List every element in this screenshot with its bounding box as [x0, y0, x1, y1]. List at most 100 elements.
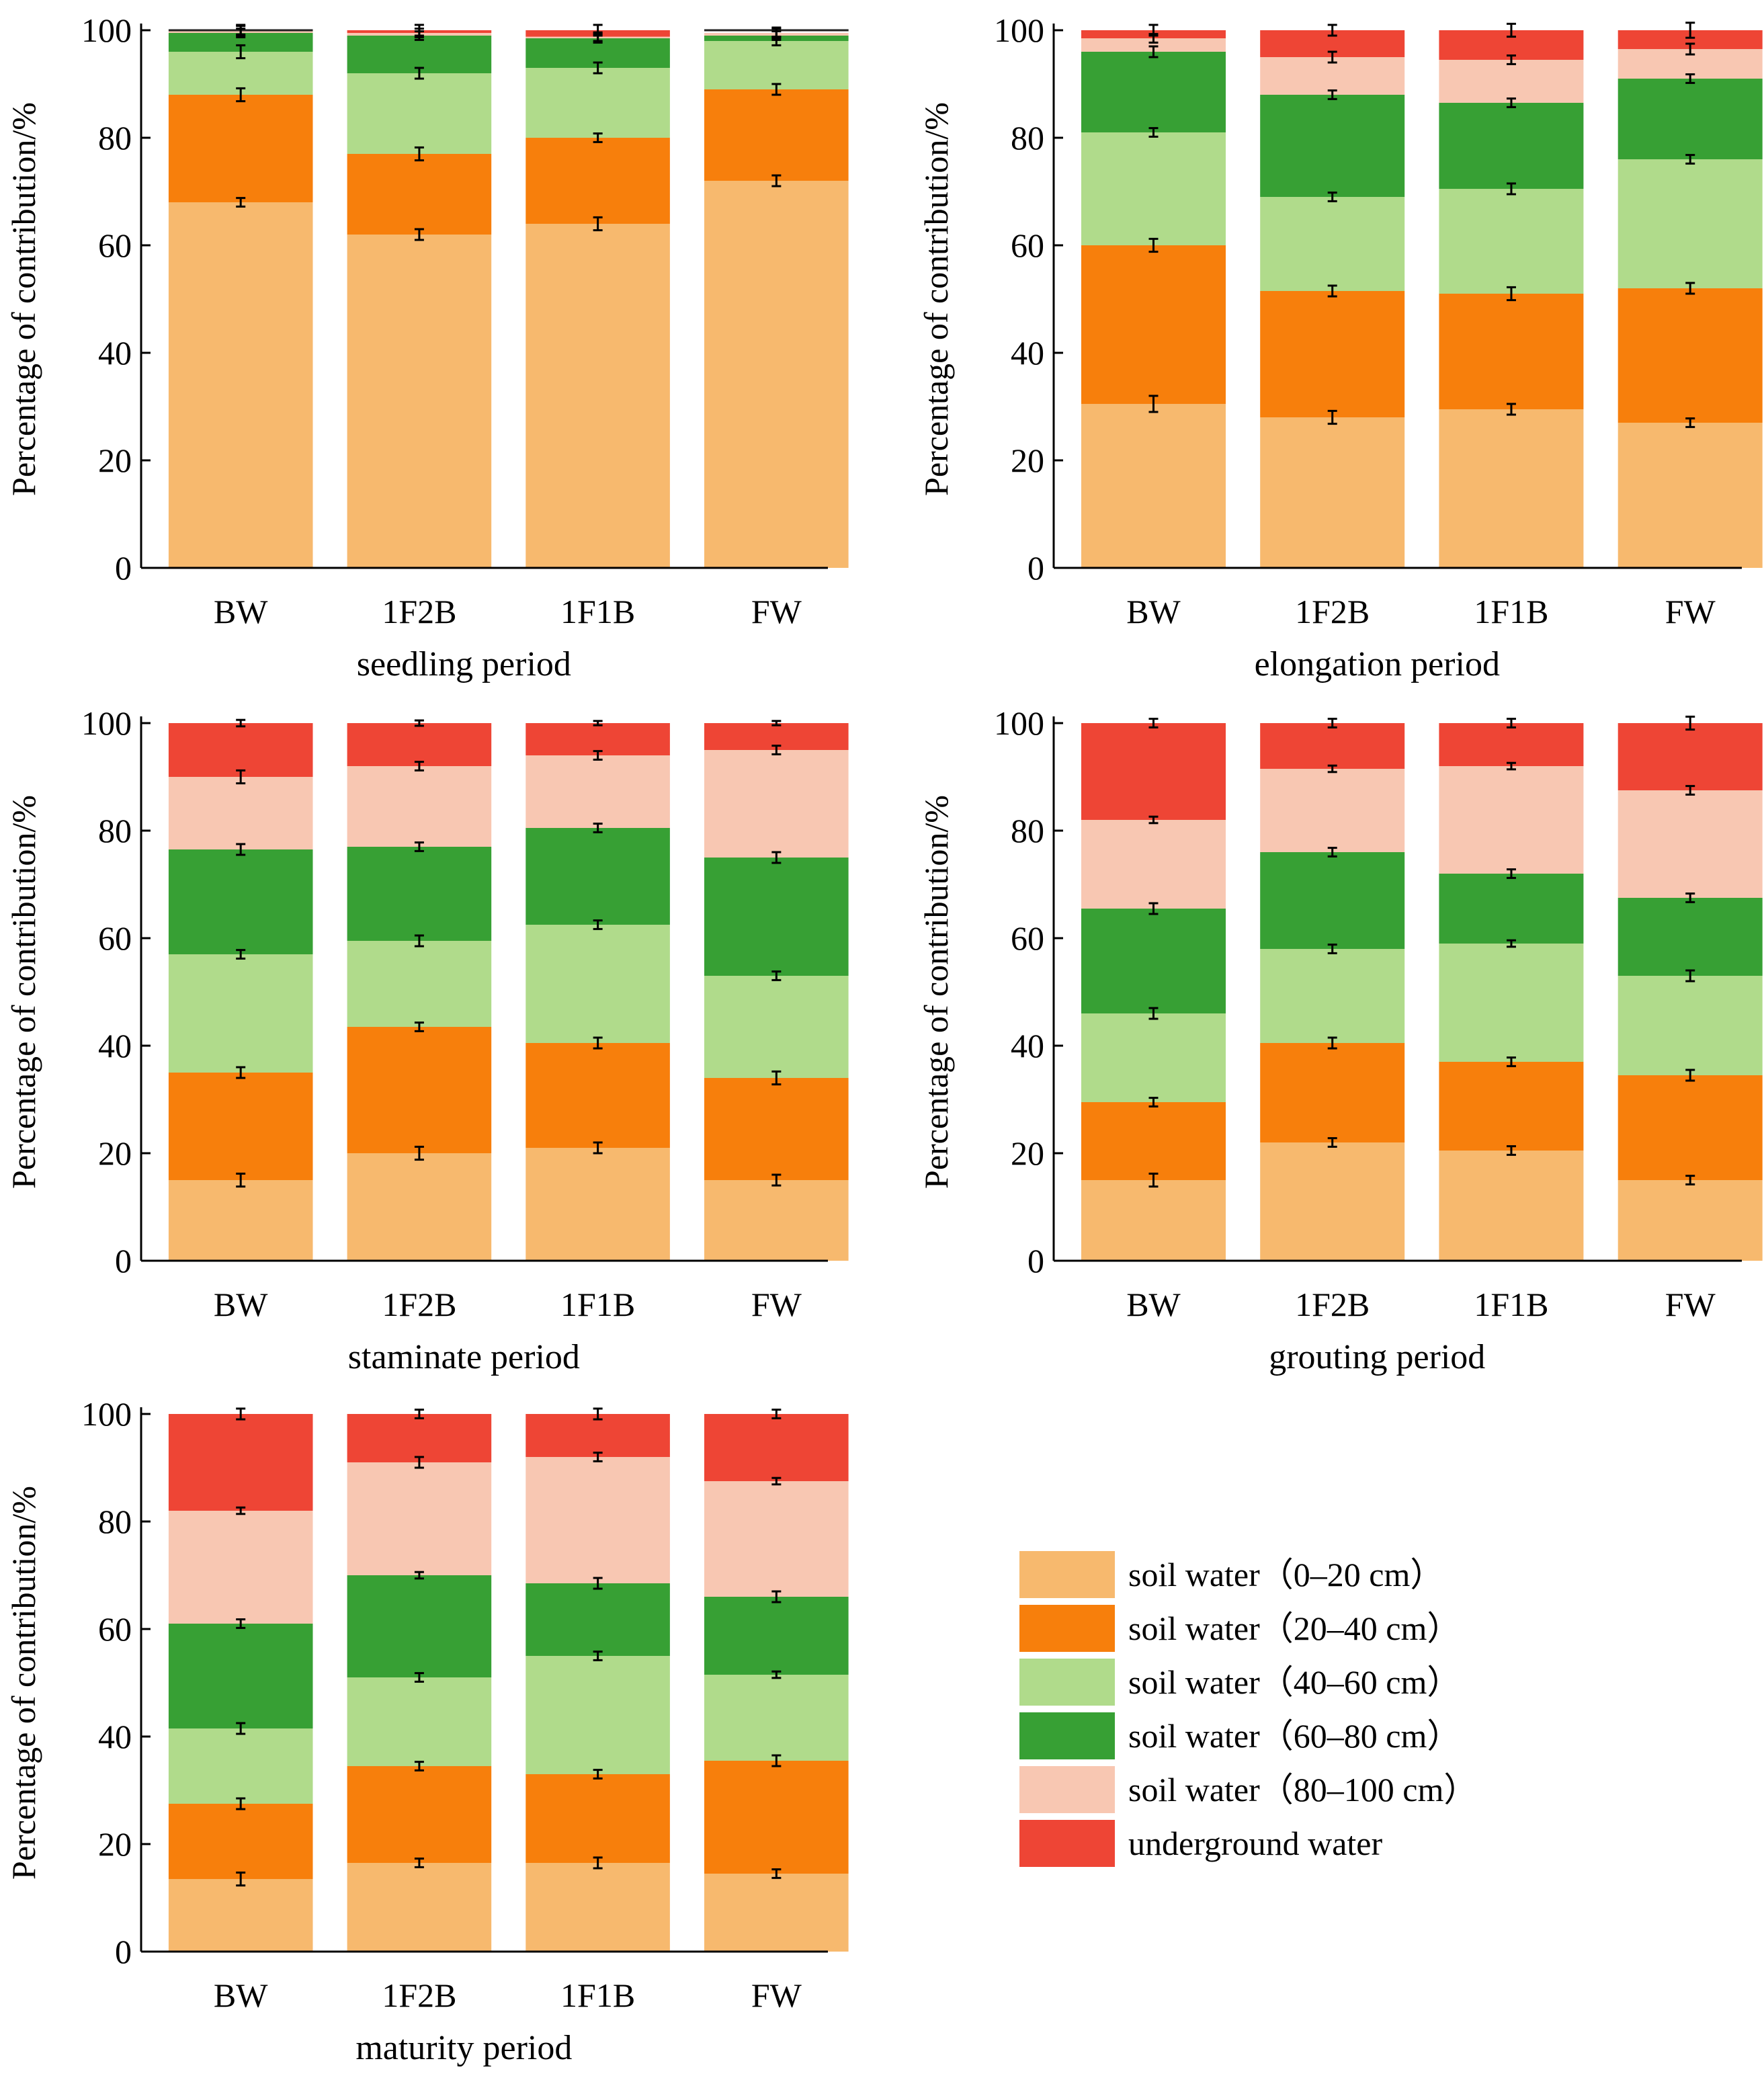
error-bar	[236, 1506, 246, 1515]
error-bars	[236, 718, 782, 1188]
x-tick-label: FW	[751, 1286, 802, 1323]
bar-segment	[526, 1457, 670, 1583]
bar-segment	[1618, 423, 1763, 568]
error-bar	[236, 843, 246, 856]
bar-segment	[168, 723, 313, 777]
error-bar	[236, 769, 246, 785]
bar-segment	[1439, 103, 1584, 189]
bar-segment	[347, 1462, 492, 1575]
error-bar	[236, 1066, 246, 1079]
error-bar	[1685, 785, 1695, 796]
error-bar	[1148, 394, 1159, 413]
error-bar	[593, 720, 603, 726]
legend-label: soil water（80–100 cm）	[1128, 1771, 1477, 1808]
y-tick-label: 60	[98, 226, 132, 264]
y-tick-label: 100	[994, 11, 1044, 49]
chart-panel: BW 1F2B 1F1B FW 0 20 40 60 80 100 Percentage of co…	[917, 704, 1763, 1376]
bar-segment	[1260, 291, 1405, 417]
x-tick-label: 1F1B	[560, 1286, 635, 1323]
error-bar	[1685, 892, 1695, 903]
bar-segment	[526, 138, 670, 224]
error-bar	[1327, 847, 1337, 858]
panel-title: maturity period	[355, 2029, 572, 2067]
bar-segment	[168, 849, 313, 954]
error-bar	[236, 44, 246, 60]
y-tick-label: 60	[98, 1610, 132, 1648]
error-bar	[1148, 1097, 1159, 1108]
error-bars	[1148, 715, 1695, 1188]
error-bar	[771, 174, 782, 187]
bar-segment	[1260, 949, 1405, 1043]
error-bar	[593, 61, 603, 75]
error-bar	[771, 720, 782, 726]
y-axis-title: Percentage of contribution/%	[917, 795, 955, 1189]
error-bars	[236, 24, 782, 241]
panel-title: elongation period	[1255, 645, 1500, 683]
bar-segment	[168, 1180, 313, 1261]
error-bar	[414, 67, 424, 80]
error-bar	[236, 1797, 246, 1810]
y-tick-label: 80	[1011, 812, 1044, 849]
bar-segment	[1081, 1102, 1226, 1180]
bar-segment	[1439, 60, 1584, 103]
bar-segment	[168, 202, 313, 568]
bar-segment	[1618, 79, 1763, 159]
bar-segment	[168, 95, 313, 202]
y-tick-label: 60	[98, 919, 132, 957]
bar-segment	[168, 1804, 313, 1879]
legend-swatch	[1019, 1766, 1115, 1813]
chart-panel: BW 1F2B 1F1B FW 0 20 40 60 80 100 Percentage of co…	[5, 11, 849, 683]
y-tick-label: 0	[115, 1242, 132, 1280]
error-bar	[1506, 868, 1516, 879]
bar-segment	[526, 1148, 670, 1261]
bar-segment	[1439, 723, 1584, 766]
error-bar	[593, 919, 603, 930]
error-bar	[236, 1871, 246, 1887]
y-axis-title: Percentage of contribution/%	[5, 1486, 42, 1880]
bar-segment	[1081, 245, 1226, 404]
legend-item: soil water（20–40 cm）	[1019, 1605, 1460, 1652]
error-bar	[771, 26, 782, 40]
bar-segment	[347, 766, 492, 847]
error-bar	[414, 146, 424, 162]
y-tick-label: 80	[98, 1503, 132, 1540]
bar-segment	[347, 847, 492, 941]
bar-segment	[168, 1073, 313, 1180]
bar-segment	[704, 858, 849, 976]
error-bar	[593, 24, 603, 37]
axes: BW 1F2B 1F1B FW 0 20 40 60 80 100 Percentage of co…	[5, 11, 828, 683]
error-bar	[771, 1868, 782, 1879]
bar-segment	[347, 154, 492, 235]
error-bar	[1327, 764, 1337, 774]
error-bar	[1327, 50, 1337, 64]
error-bar	[1148, 127, 1159, 138]
y-tick-label: 20	[98, 1825, 132, 1863]
legend-swatch	[1019, 1820, 1115, 1867]
bar-segment	[1439, 944, 1584, 1062]
error-bar	[1506, 761, 1516, 771]
bar-segment	[526, 1414, 670, 1457]
bar-segment	[1260, 1142, 1405, 1261]
bar-segment	[704, 89, 849, 181]
legend-swatch	[1019, 1659, 1115, 1706]
error-bar	[771, 83, 782, 96]
y-tick-label: 40	[98, 1027, 132, 1065]
bar-segment	[1081, 404, 1226, 568]
panel-title: seedling period	[357, 645, 571, 683]
error-bar	[236, 1618, 246, 1629]
bar-segment	[1081, 1013, 1226, 1102]
bar-segment	[1618, 790, 1763, 898]
bar-segment	[347, 1027, 492, 1153]
bar-segment	[347, 941, 492, 1027]
legend-swatch	[1019, 1605, 1115, 1652]
x-tick-label: 1F2B	[1295, 1286, 1370, 1323]
bar-segment	[1439, 409, 1584, 568]
y-tick-label: 100	[81, 11, 132, 49]
error-bar	[593, 1651, 603, 1661]
error-bar	[1685, 42, 1695, 56]
error-bar	[1685, 1175, 1695, 1185]
legend-swatch	[1019, 1712, 1115, 1759]
error-bar	[1148, 24, 1159, 37]
error-bar	[1685, 22, 1695, 39]
